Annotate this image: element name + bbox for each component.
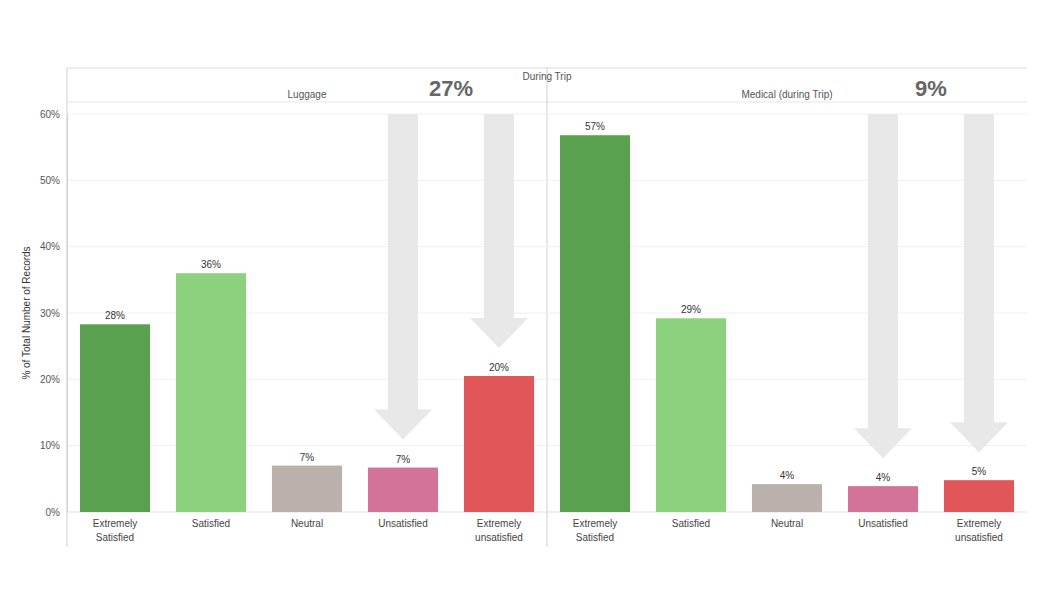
annotation: 27% — [429, 76, 473, 101]
data-label: 20% — [489, 362, 509, 373]
y-axis: 0% 10% 20% 30% 40% 50% 60% — [40, 109, 68, 518]
chart: During Trip 0% 10% 20% 30% 40% 50% 60% % of Tota… — [0, 0, 1054, 593]
data-label: 4% — [876, 472, 891, 483]
tick: 60% — [40, 109, 67, 120]
data-label: 28% — [105, 310, 125, 321]
tick-label: Satisfied — [672, 518, 710, 529]
tick-label: 30% — [40, 308, 60, 319]
bar — [176, 273, 246, 512]
arrows — [854, 114, 1008, 458]
tick: 30% — [40, 308, 67, 319]
header-title: During Trip — [523, 71, 572, 82]
grid-line — [67, 246, 547, 247]
data-labels: 28% 36% 7% 7% 20% — [105, 259, 509, 464]
tick-label: 60% — [40, 109, 60, 120]
data-labels: 57% 29% 4% 4% 5% — [585, 121, 986, 483]
data-label: 57% — [585, 121, 605, 132]
tick-label: ExtremelySatisfied — [93, 518, 137, 543]
bar — [464, 376, 534, 512]
arrow — [950, 114, 1008, 452]
tick: 0% — [46, 507, 67, 518]
bars — [80, 273, 534, 512]
tick: 10% — [40, 440, 67, 451]
arrow — [374, 114, 432, 440]
tick-label: Neutral — [291, 518, 323, 529]
x-axis: ExtremelySatisfied Satisfied Neutral Unsati… — [93, 518, 523, 543]
panel-title: Luggage — [288, 89, 327, 100]
arrow — [854, 114, 912, 458]
tick: 50% — [40, 175, 67, 186]
data-label: 7% — [396, 454, 411, 465]
tick-label: Neutral — [771, 518, 803, 529]
tick-label: 40% — [40, 241, 60, 252]
data-label: 29% — [681, 304, 701, 315]
tick-label: Unsatisfied — [378, 518, 427, 529]
panel-divider — [547, 68, 548, 547]
panel: 0% 10% 20% 30% 40% 50% 60% % of Total Number of… — [21, 76, 547, 543]
bar — [272, 466, 342, 512]
annotation: 9% — [915, 76, 947, 101]
bar — [560, 135, 630, 512]
grid-line — [67, 180, 547, 181]
tick-label: 0% — [46, 507, 61, 518]
bar — [80, 324, 150, 512]
tick-label: Satisfied — [192, 518, 230, 529]
panel: Medical (during Trip) 9% 57% 29% 4% 4% 5% Extre… — [547, 76, 1027, 543]
grid — [547, 114, 1027, 512]
data-label: 5% — [972, 466, 987, 477]
bar — [752, 484, 822, 512]
arrow — [470, 114, 528, 348]
tick-label: Extremelyunsatisfied — [955, 518, 1003, 543]
tick-label: 50% — [40, 175, 60, 186]
bars — [560, 135, 1014, 512]
data-label: 4% — [780, 470, 795, 481]
tick-label: Extremelyunsatisfied — [475, 518, 523, 543]
data-label: 36% — [201, 259, 221, 270]
grid-line — [547, 114, 1027, 115]
grid — [67, 114, 547, 512]
tick-label: ExtremelySatisfied — [573, 518, 617, 543]
panel-title: Medical (during Trip) — [741, 89, 832, 100]
bar — [944, 480, 1014, 512]
tick: 40% — [40, 241, 67, 252]
data-label: 7% — [300, 452, 315, 463]
bar — [656, 318, 726, 512]
grid-line — [67, 313, 547, 314]
x-axis: ExtremelySatisfied Satisfied Neutral Unsati… — [573, 518, 1003, 543]
y-axis-title: % of Total Number of Records — [21, 246, 32, 379]
grid-line — [67, 114, 547, 115]
tick-label: 10% — [40, 440, 60, 451]
tick-label: 20% — [40, 374, 60, 385]
tick: 20% — [40, 374, 67, 385]
panel-divider — [67, 68, 68, 547]
tick-label: Unsatisfied — [858, 518, 907, 529]
bar — [368, 468, 438, 512]
frame — [67, 68, 1027, 547]
bar — [848, 486, 918, 512]
axis-line — [67, 115, 68, 513]
